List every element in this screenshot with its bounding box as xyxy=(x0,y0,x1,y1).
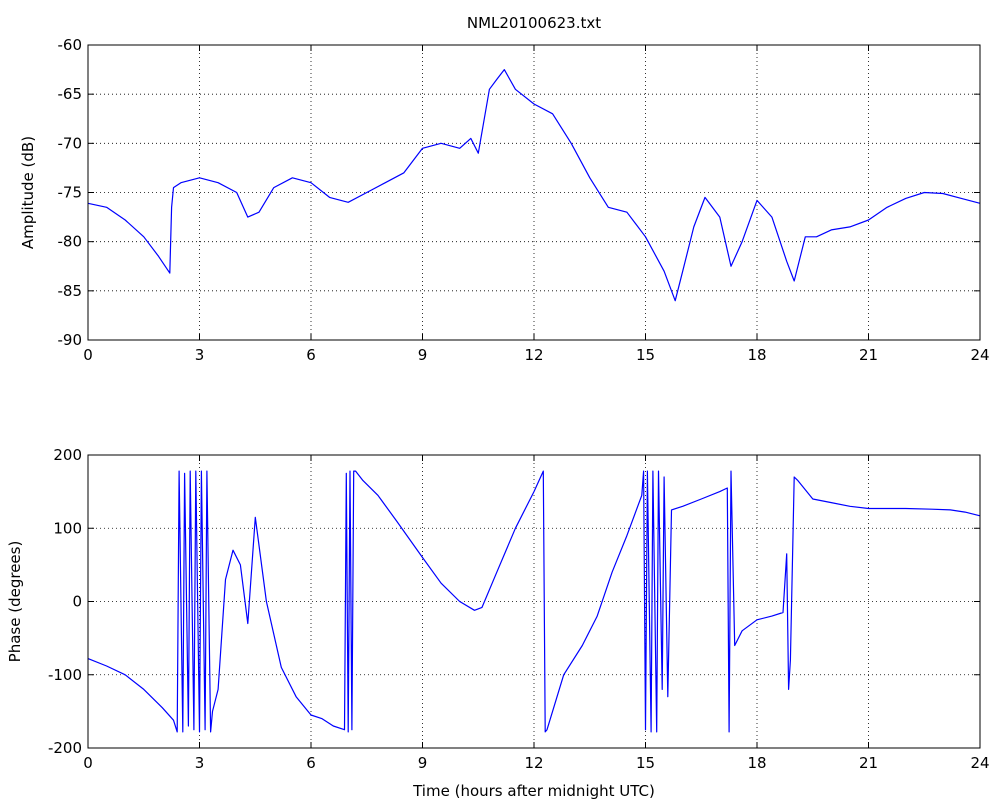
amplitude-plot: 0 3 6 9 12 15 18 21 24 -90 -85 -80 -75 -70 -65 -60 Ampli… xyxy=(19,36,990,364)
amplitude-xtick-label: 18 xyxy=(747,346,766,364)
phase-ytick-label: 200 xyxy=(53,446,82,464)
phase-xtick-label: 12 xyxy=(524,754,543,772)
amplitude-ytick-label: -75 xyxy=(58,184,83,202)
amplitude-xtick-label: 21 xyxy=(859,346,878,364)
amplitude-xtick-label: 15 xyxy=(636,346,655,364)
phase-xtick-label: 0 xyxy=(83,754,93,772)
amplitude-ytick-label: -65 xyxy=(58,85,83,103)
phase-plot: 0 3 6 9 12 15 18 21 24 -200 -100 0 100 200 Phase (degr… xyxy=(6,446,990,800)
amplitude-xtick-label: 24 xyxy=(970,346,989,364)
amplitude-ytick-label: -85 xyxy=(58,282,83,300)
phase-xlabel: Time (hours after midnight UTC) xyxy=(412,782,655,800)
phase-ytick-label: 0 xyxy=(72,593,82,611)
phase-ytick-label: -200 xyxy=(48,739,82,757)
phase-xtick-label: 15 xyxy=(636,754,655,772)
amplitude-ytick-label: -70 xyxy=(58,134,83,152)
phase-xtick-label: 3 xyxy=(195,754,205,772)
phase-ytick-label: -100 xyxy=(48,666,82,684)
phase-xtick-label: 21 xyxy=(859,754,878,772)
phase-series-line xyxy=(87,470,981,733)
phase-plot-area xyxy=(88,455,980,748)
amplitude-xtick-label: 12 xyxy=(524,346,543,364)
phase-ylabel: Phase (degrees) xyxy=(6,541,24,663)
phase-ytick-label: 100 xyxy=(53,519,82,537)
amplitude-series-line xyxy=(87,68,981,302)
amplitude-xtick-label: 0 xyxy=(83,346,93,364)
amplitude-xtick-label: 9 xyxy=(418,346,428,364)
phase-xtick-label: 6 xyxy=(306,754,316,772)
figure-title: NML20100623.txt xyxy=(467,14,601,32)
phase-xtick-label: 18 xyxy=(747,754,766,772)
amplitude-xtick-label: 6 xyxy=(306,346,316,364)
amplitude-ytick-label: -90 xyxy=(58,331,83,349)
amplitude-ylabel: Amplitude (dB) xyxy=(19,136,37,249)
amplitude-ytick-label: -80 xyxy=(58,233,83,251)
amplitude-ytick-label: -60 xyxy=(58,36,83,54)
phase-xtick-label: 24 xyxy=(970,754,989,772)
amplitude-xtick-label: 3 xyxy=(195,346,205,364)
phase-xtick-label: 9 xyxy=(418,754,428,772)
